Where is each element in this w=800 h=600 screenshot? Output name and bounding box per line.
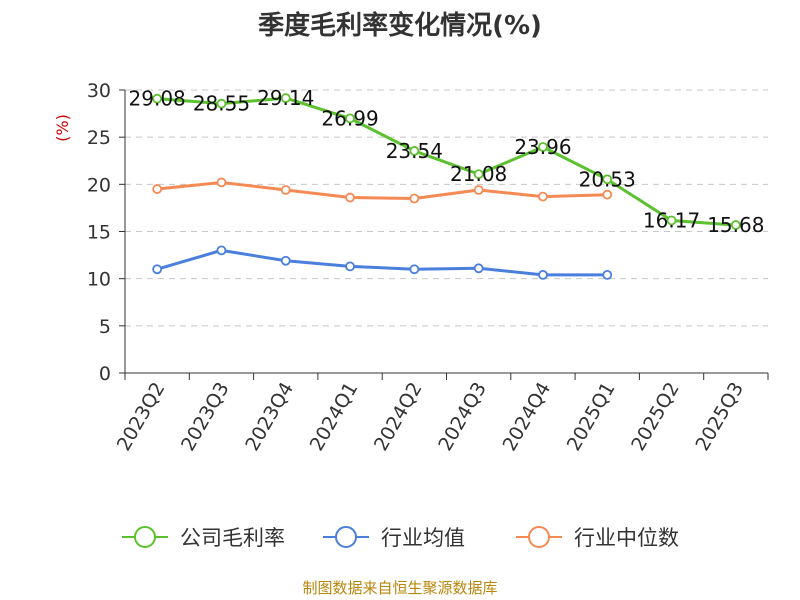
data-point bbox=[152, 93, 163, 104]
y-tick-label: 5 bbox=[99, 316, 111, 338]
data-label: 28.55 bbox=[193, 92, 250, 116]
data-label: 21.08 bbox=[450, 162, 507, 186]
data-point bbox=[409, 146, 420, 156]
source-note: 制图数据来自恒生聚源数据库 bbox=[302, 579, 497, 597]
data-point bbox=[216, 245, 227, 256]
data-point bbox=[280, 255, 291, 266]
legend-item: 行业均值 bbox=[323, 526, 465, 550]
x-tick-label: 2023Q2 bbox=[113, 379, 170, 455]
series-line bbox=[156, 248, 608, 277]
data-label: 23.54 bbox=[386, 139, 443, 163]
legend-swatch-marker bbox=[528, 526, 550, 548]
x-tick-label: 2025Q1 bbox=[563, 379, 620, 455]
data-point bbox=[538, 269, 548, 280]
data-point bbox=[473, 185, 484, 195]
data-point bbox=[152, 264, 163, 275]
data-label: 16.17 bbox=[643, 208, 700, 232]
data-point bbox=[216, 98, 227, 109]
y-tick-label: 15 bbox=[87, 222, 111, 244]
data-point bbox=[216, 177, 227, 188]
legend: 公司毛利率 行业均值 行业中位数 bbox=[122, 526, 679, 550]
data-point bbox=[345, 113, 355, 124]
data-point bbox=[602, 174, 613, 185]
data-point bbox=[280, 185, 291, 195]
data-point bbox=[345, 261, 355, 272]
data-point bbox=[280, 93, 291, 104]
series-line bbox=[156, 180, 608, 200]
grid-layer bbox=[125, 89, 768, 327]
data-point bbox=[409, 193, 420, 204]
y-tick-label: 0 bbox=[99, 363, 111, 385]
x-tick-label: 2024Q1 bbox=[306, 379, 363, 455]
y-tick-label: 20 bbox=[87, 174, 111, 196]
data-point bbox=[602, 269, 613, 280]
legend-item: 公司毛利率 bbox=[122, 526, 285, 550]
x-tick-label: 2023Q3 bbox=[177, 379, 234, 455]
y-tick-label: 25 bbox=[87, 127, 111, 149]
x-tick-label: 2024Q3 bbox=[434, 379, 491, 455]
data-label-layer: 29.08 28.55 29.14 26.99 23.54 21.08 23.96 20.53… bbox=[129, 86, 765, 237]
x-tick-label: 2024Q2 bbox=[370, 379, 427, 455]
series-line bbox=[157, 96, 736, 227]
y-tick-label: 10 bbox=[87, 269, 111, 291]
x-tick-label: 2023Q4 bbox=[241, 379, 298, 455]
series-layer bbox=[152, 93, 741, 280]
legend-label: 公司毛利率 bbox=[180, 526, 285, 550]
x-tick-label: 2025Q3 bbox=[691, 379, 748, 455]
x-tick-label: 2025Q2 bbox=[627, 379, 684, 455]
data-point bbox=[538, 191, 548, 202]
data-point bbox=[730, 220, 741, 230]
legend-swatch-marker bbox=[134, 526, 156, 548]
data-label: 20.53 bbox=[579, 167, 636, 191]
x-tick-label: 2024Q4 bbox=[499, 379, 556, 455]
data-point bbox=[409, 264, 420, 275]
legend-label: 行业中位数 bbox=[574, 526, 679, 550]
y-tick-label: 30 bbox=[87, 80, 111, 102]
y-axis-unit-label: (%) bbox=[53, 114, 72, 142]
data-label: 29.14 bbox=[257, 86, 314, 110]
data-label: 23.96 bbox=[514, 135, 571, 159]
data-point bbox=[602, 189, 613, 200]
data-point bbox=[345, 192, 355, 203]
chart-title: 季度毛利率变化情况(%) bbox=[258, 10, 542, 41]
data-point bbox=[473, 263, 484, 274]
data-label: 15.68 bbox=[707, 213, 764, 237]
legend-swatch-marker bbox=[335, 526, 357, 548]
legend-label: 行业均值 bbox=[381, 526, 465, 550]
data-point bbox=[473, 169, 484, 180]
data-point bbox=[152, 184, 163, 194]
data-label: 26.99 bbox=[321, 106, 378, 130]
data-point bbox=[666, 215, 677, 226]
legend-item: 行业中位数 bbox=[516, 526, 679, 550]
data-label: 29.08 bbox=[129, 87, 186, 111]
data-point bbox=[538, 142, 548, 152]
